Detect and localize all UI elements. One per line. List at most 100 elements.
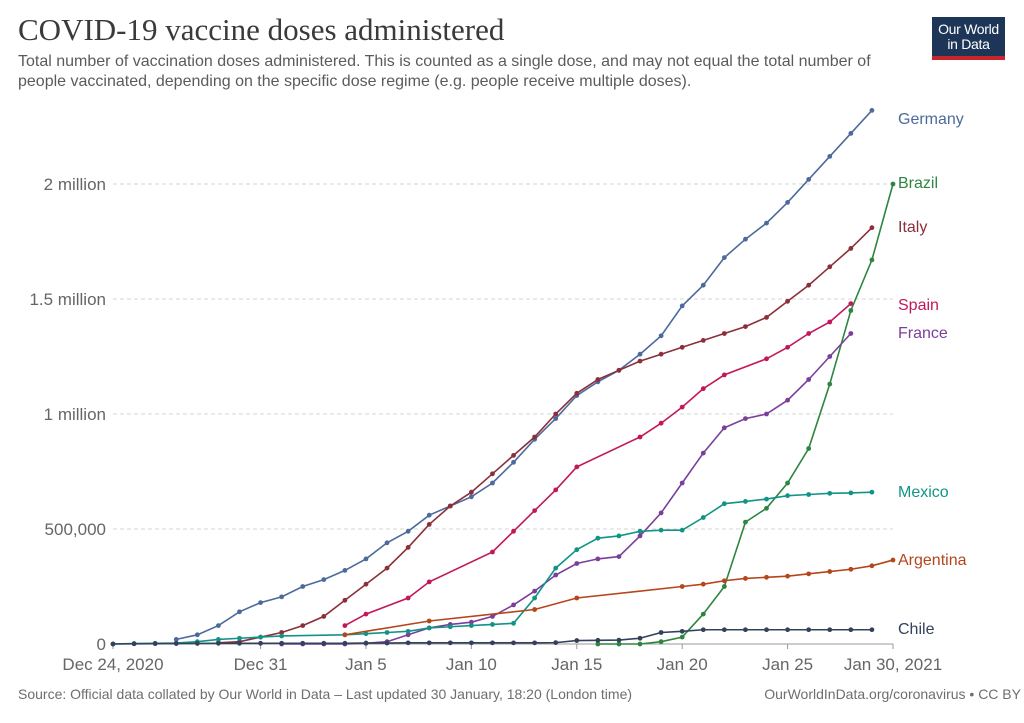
data-point [426, 618, 432, 624]
data-point [658, 333, 664, 339]
data-point [384, 540, 390, 546]
data-point [785, 573, 790, 579]
data-point [679, 303, 685, 309]
data-point [700, 338, 706, 343]
series-brazil[interactable] [595, 181, 896, 647]
data-point [806, 446, 812, 451]
data-point [658, 527, 664, 533]
logo-line-1: Our World [938, 21, 999, 37]
data-point [700, 581, 706, 587]
data-point [574, 547, 580, 553]
owid-logo[interactable]: Our World in Data [932, 17, 1005, 60]
data-point [194, 641, 200, 646]
x-tick-label: Dec 31 [234, 655, 288, 674]
data-point [237, 635, 242, 641]
data-point [426, 522, 432, 527]
data-point [490, 622, 495, 627]
data-point [637, 641, 643, 647]
data-point [532, 607, 538, 612]
data-point [721, 255, 727, 260]
data-point [616, 637, 622, 643]
data-point [490, 471, 495, 477]
data-point [363, 631, 369, 637]
data-point [490, 640, 495, 646]
data-point [237, 609, 242, 615]
data-point [468, 619, 474, 625]
data-point [658, 639, 664, 645]
data-point [679, 404, 685, 410]
data-point [743, 416, 748, 421]
grid-lines [113, 183, 893, 530]
data-point [321, 577, 327, 582]
data-point [384, 640, 390, 646]
y-tick-label: 1.5 million [29, 290, 106, 309]
data-point [764, 627, 769, 633]
data-point [616, 367, 622, 373]
data-point [764, 356, 769, 362]
data-point [468, 640, 474, 646]
data-point [237, 640, 242, 646]
data-point [553, 640, 559, 646]
data-point [574, 595, 580, 601]
data-point [806, 282, 812, 288]
data-point [848, 490, 854, 496]
series-line [218, 227, 873, 644]
data-point [279, 640, 285, 646]
data-point [785, 627, 790, 633]
data-point [743, 324, 748, 329]
data-point [743, 236, 748, 242]
data-point [848, 246, 854, 251]
data-point [785, 480, 790, 486]
data-point [490, 549, 495, 555]
data-point [216, 640, 221, 646]
data-point [869, 489, 875, 495]
data-point [848, 301, 854, 306]
x-axis: Dec 24, 2020 Dec 31 Jan 5 Jan 10 Jan 15 Jan 2… [62, 643, 942, 674]
data-point [363, 611, 369, 617]
data-point [532, 595, 538, 601]
data-point [721, 331, 727, 336]
data-point [553, 487, 559, 493]
data-point [743, 627, 748, 633]
data-point [721, 501, 727, 507]
x-tick-label: Jan 10 [446, 655, 497, 674]
data-point [700, 282, 706, 288]
data-point [405, 628, 411, 634]
data-point [342, 623, 348, 628]
data-point [806, 492, 812, 497]
series-label: Spain [898, 297, 939, 314]
y-axis-ticks: 0 500,000 1 million 1.5 million 2 million [29, 175, 106, 654]
data-point [468, 623, 474, 628]
data-point [426, 625, 432, 631]
data-point [447, 624, 453, 630]
data-point [426, 579, 432, 585]
data-point [384, 565, 390, 571]
series-germany[interactable] [173, 108, 875, 642]
data-point [679, 527, 685, 533]
data-point [827, 490, 833, 496]
series-spain[interactable] [342, 301, 854, 628]
y-tick-label: 1 million [44, 405, 106, 424]
data-point [511, 602, 516, 608]
data-point [553, 411, 559, 417]
license-link[interactable]: OurWorldInData.org/coronavirus • CC BY [764, 686, 1021, 702]
source-note: Source: Official data collated by Our Wo… [18, 686, 633, 702]
data-point [553, 416, 559, 421]
chart-subtitle: Total number of vaccination doses admini… [18, 53, 871, 90]
series-label: France [898, 325, 948, 342]
data-point [342, 632, 348, 638]
series-france[interactable] [279, 331, 854, 647]
series-chile[interactable] [110, 627, 875, 647]
series-argentina[interactable] [342, 557, 896, 638]
data-point [152, 641, 158, 647]
data-point [216, 623, 221, 628]
series-labels: Germany Brazil Italy Spain France Mexico Argen… [898, 111, 967, 638]
data-point [700, 386, 706, 392]
data-point [785, 200, 790, 205]
series-line [281, 332, 852, 645]
data-point [384, 630, 390, 635]
data-point [258, 634, 263, 640]
data-point [405, 528, 411, 534]
series-italy[interactable] [216, 225, 875, 646]
data-point [595, 377, 601, 382]
